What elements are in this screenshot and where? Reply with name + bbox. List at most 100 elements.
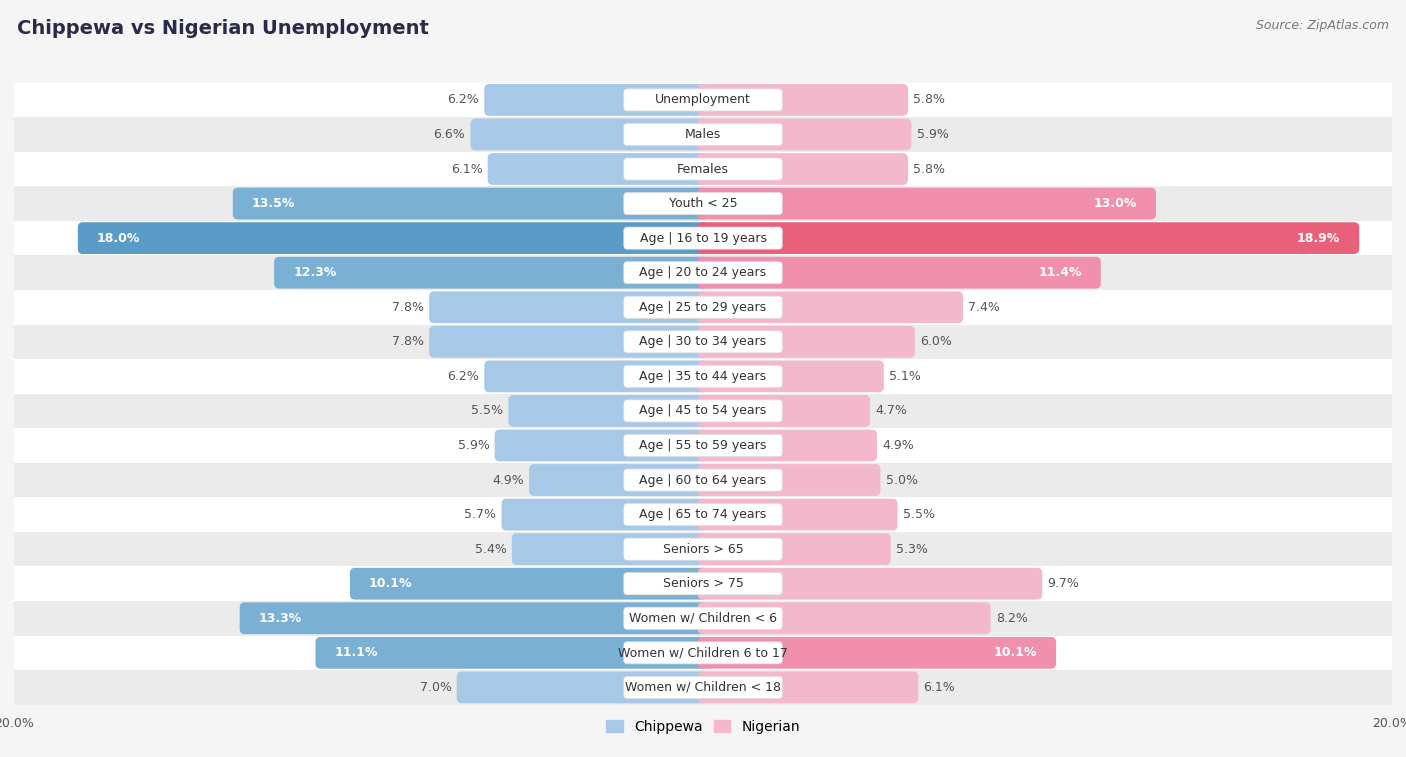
- FancyBboxPatch shape: [495, 429, 709, 461]
- Text: 6.2%: 6.2%: [447, 93, 479, 107]
- Text: 5.5%: 5.5%: [903, 508, 935, 521]
- Text: 6.0%: 6.0%: [920, 335, 952, 348]
- FancyBboxPatch shape: [697, 360, 884, 392]
- Text: 5.4%: 5.4%: [475, 543, 506, 556]
- Text: Women w/ Children 6 to 17: Women w/ Children 6 to 17: [619, 646, 787, 659]
- Bar: [14, 186, 1392, 221]
- Text: Women w/ Children < 18: Women w/ Children < 18: [626, 681, 780, 694]
- Text: Age | 25 to 29 years: Age | 25 to 29 years: [640, 301, 766, 313]
- FancyBboxPatch shape: [697, 464, 880, 496]
- FancyBboxPatch shape: [624, 227, 782, 249]
- FancyBboxPatch shape: [697, 533, 891, 565]
- Bar: [14, 601, 1392, 636]
- FancyBboxPatch shape: [697, 291, 963, 323]
- Text: 6.2%: 6.2%: [447, 370, 479, 383]
- Text: 5.5%: 5.5%: [471, 404, 503, 417]
- FancyBboxPatch shape: [624, 158, 782, 180]
- Text: Age | 20 to 24 years: Age | 20 to 24 years: [640, 266, 766, 279]
- Text: 6.1%: 6.1%: [924, 681, 955, 694]
- Text: 11.1%: 11.1%: [335, 646, 378, 659]
- Text: Age | 35 to 44 years: Age | 35 to 44 years: [640, 370, 766, 383]
- FancyBboxPatch shape: [624, 642, 782, 664]
- Text: Females: Females: [678, 163, 728, 176]
- Bar: [14, 290, 1392, 325]
- Text: 4.9%: 4.9%: [492, 474, 524, 487]
- Text: Seniors > 75: Seniors > 75: [662, 578, 744, 590]
- Text: 13.0%: 13.0%: [1094, 197, 1137, 210]
- FancyBboxPatch shape: [624, 331, 782, 353]
- Bar: [14, 532, 1392, 566]
- FancyBboxPatch shape: [624, 366, 782, 388]
- Text: 4.9%: 4.9%: [882, 439, 914, 452]
- Legend: Chippewa, Nigerian: Chippewa, Nigerian: [600, 715, 806, 740]
- FancyBboxPatch shape: [512, 533, 709, 565]
- FancyBboxPatch shape: [624, 435, 782, 456]
- FancyBboxPatch shape: [624, 469, 782, 491]
- Text: Youth < 25: Youth < 25: [669, 197, 737, 210]
- Text: 13.3%: 13.3%: [259, 612, 302, 625]
- Bar: [14, 117, 1392, 151]
- Text: Age | 55 to 59 years: Age | 55 to 59 years: [640, 439, 766, 452]
- FancyBboxPatch shape: [624, 400, 782, 422]
- Text: 5.0%: 5.0%: [886, 474, 918, 487]
- FancyBboxPatch shape: [315, 637, 709, 668]
- FancyBboxPatch shape: [697, 188, 1156, 220]
- Bar: [14, 636, 1392, 670]
- Bar: [14, 83, 1392, 117]
- Text: 12.3%: 12.3%: [292, 266, 336, 279]
- Text: 6.1%: 6.1%: [451, 163, 482, 176]
- FancyBboxPatch shape: [697, 326, 915, 358]
- Text: Chippewa vs Nigerian Unemployment: Chippewa vs Nigerian Unemployment: [17, 19, 429, 38]
- FancyBboxPatch shape: [624, 676, 782, 699]
- FancyBboxPatch shape: [429, 291, 709, 323]
- Text: 6.6%: 6.6%: [433, 128, 465, 141]
- Text: 4.7%: 4.7%: [875, 404, 907, 417]
- Text: 9.7%: 9.7%: [1047, 578, 1080, 590]
- FancyBboxPatch shape: [697, 671, 918, 703]
- FancyBboxPatch shape: [697, 637, 1056, 668]
- Text: Women w/ Children < 6: Women w/ Children < 6: [628, 612, 778, 625]
- FancyBboxPatch shape: [697, 119, 911, 151]
- Text: Age | 30 to 34 years: Age | 30 to 34 years: [640, 335, 766, 348]
- Text: 18.9%: 18.9%: [1296, 232, 1340, 245]
- Text: 8.2%: 8.2%: [995, 612, 1028, 625]
- Bar: [14, 325, 1392, 359]
- Text: 18.0%: 18.0%: [97, 232, 141, 245]
- FancyBboxPatch shape: [457, 671, 709, 703]
- Bar: [14, 497, 1392, 532]
- FancyBboxPatch shape: [274, 257, 709, 288]
- Text: 5.1%: 5.1%: [889, 370, 921, 383]
- FancyBboxPatch shape: [624, 296, 782, 318]
- Text: 10.1%: 10.1%: [368, 578, 412, 590]
- Text: 7.0%: 7.0%: [419, 681, 451, 694]
- Bar: [14, 221, 1392, 255]
- Text: 13.5%: 13.5%: [252, 197, 295, 210]
- FancyBboxPatch shape: [697, 499, 897, 531]
- Text: 5.8%: 5.8%: [912, 163, 945, 176]
- FancyBboxPatch shape: [697, 257, 1101, 288]
- FancyBboxPatch shape: [697, 153, 908, 185]
- Text: Age | 16 to 19 years: Age | 16 to 19 years: [640, 232, 766, 245]
- Text: 11.4%: 11.4%: [1039, 266, 1083, 279]
- Text: Age | 60 to 64 years: Age | 60 to 64 years: [640, 474, 766, 487]
- FancyBboxPatch shape: [484, 84, 709, 116]
- Text: 5.9%: 5.9%: [917, 128, 949, 141]
- Bar: [14, 151, 1392, 186]
- Bar: [14, 670, 1392, 705]
- Text: Source: ZipAtlas.com: Source: ZipAtlas.com: [1256, 19, 1389, 32]
- FancyBboxPatch shape: [624, 572, 782, 595]
- FancyBboxPatch shape: [697, 84, 908, 116]
- Bar: [14, 463, 1392, 497]
- FancyBboxPatch shape: [624, 262, 782, 284]
- Text: 5.9%: 5.9%: [457, 439, 489, 452]
- FancyBboxPatch shape: [624, 123, 782, 145]
- Text: 10.1%: 10.1%: [994, 646, 1038, 659]
- FancyBboxPatch shape: [471, 119, 709, 151]
- FancyBboxPatch shape: [350, 568, 709, 600]
- FancyBboxPatch shape: [697, 568, 1042, 600]
- FancyBboxPatch shape: [624, 503, 782, 525]
- FancyBboxPatch shape: [624, 89, 782, 111]
- Text: 5.3%: 5.3%: [896, 543, 928, 556]
- Text: 7.4%: 7.4%: [969, 301, 1000, 313]
- Text: 7.8%: 7.8%: [392, 335, 425, 348]
